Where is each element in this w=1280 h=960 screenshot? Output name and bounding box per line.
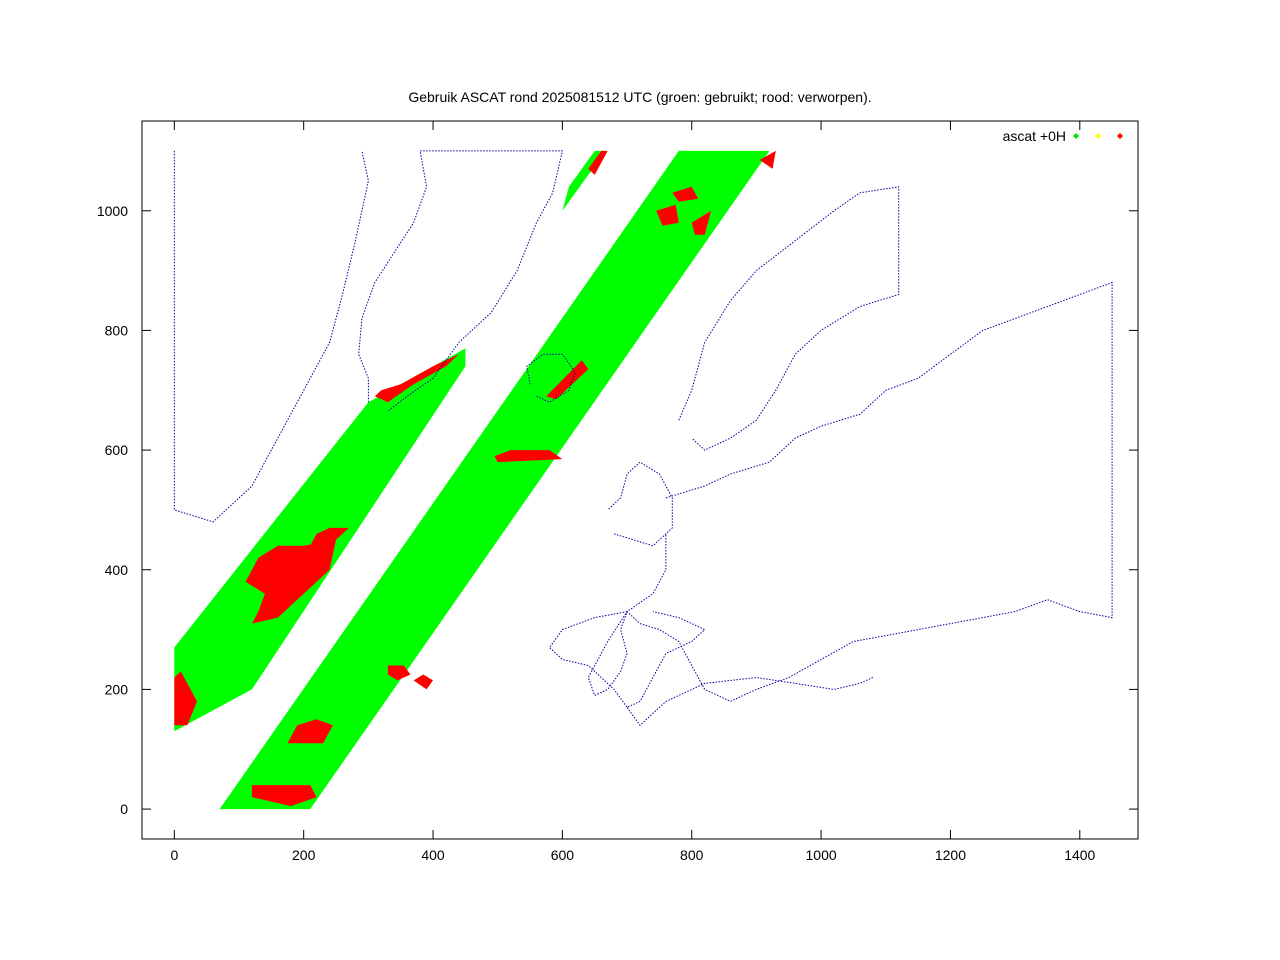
y-tick-label: 200: [105, 681, 129, 697]
y-tick-label: 600: [105, 442, 129, 458]
x-tick-label: 400: [421, 847, 445, 863]
x-tick-label: 800: [680, 847, 704, 863]
rejected-region: [494, 450, 563, 463]
y-axis: 0 200 400 600 800 1000: [97, 203, 1138, 817]
coastline-iberia: [548, 611, 706, 709]
rejected-region: [759, 150, 776, 169]
y-tick-label: 800: [105, 322, 129, 338]
rejected-region: [374, 354, 459, 403]
coastline-europe-mainland: [587, 281, 1113, 702]
y-tick-label: 1000: [97, 203, 128, 219]
y-tick-label: 400: [105, 562, 129, 578]
coastline-iceland: [526, 353, 576, 403]
rejected-region: [656, 204, 679, 226]
rejected-region: [251, 785, 317, 807]
legend-marker: [1073, 133, 1079, 139]
legend-markers: [1073, 133, 1123, 139]
rejected-region: [310, 527, 349, 546]
used-swath: [219, 150, 770, 810]
legend: ascat +0H: [1003, 128, 1123, 144]
x-tick-label: 600: [551, 847, 575, 863]
rejected-region: [672, 186, 699, 202]
rejected-region: [174, 671, 197, 726]
rejected-region: [287, 719, 333, 744]
rejected-region: [546, 360, 589, 400]
x-tick-label: 200: [292, 847, 316, 863]
x-tick-label: 0: [170, 847, 178, 863]
x-tick-label: 1000: [806, 847, 837, 863]
rejected-region: [413, 674, 433, 690]
coastline-arctic-canada: [173, 150, 369, 523]
coastline-north-africa: [626, 676, 874, 727]
chart-title: Gebruik ASCAT rond 2025081512 UTC (groen…: [408, 89, 871, 105]
legend-marker: [1117, 133, 1123, 139]
rejected-region: [588, 150, 608, 175]
legend-label: ascat +0H: [1003, 128, 1066, 144]
rejected-region: [387, 665, 411, 681]
legend-marker: [1095, 133, 1101, 139]
plot-frame: [141, 120, 1139, 840]
y-tick-label: 0: [120, 801, 128, 817]
x-axis: 0 200 400 600 800 1000 1200 1400: [170, 121, 1096, 863]
coastline-scandinavia: [678, 186, 900, 451]
rejected-region: [691, 210, 712, 235]
plot-area: [173, 150, 1113, 810]
rejected-region: [245, 539, 336, 624]
coastline-british-isles: [607, 461, 673, 547]
x-tick-label: 1200: [935, 847, 966, 863]
x-tick-label: 1400: [1064, 847, 1095, 863]
